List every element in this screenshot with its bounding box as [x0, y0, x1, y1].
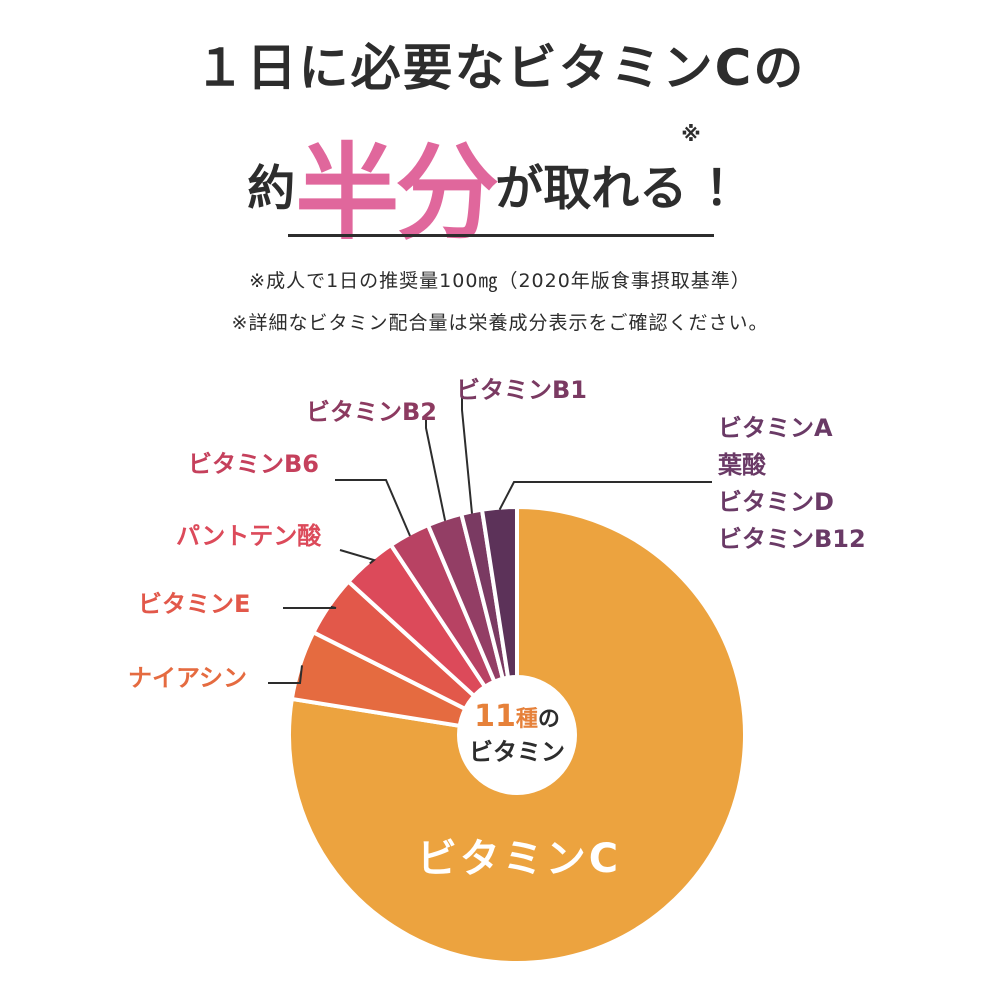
leader-line-3: [283, 605, 337, 609]
slice-label-2: ナイアシン: [128, 664, 248, 692]
slice-label-8: ビタミンA 葉酸ビタミンD ビタミンB12: [718, 410, 866, 558]
headline-suffix: が取れる: [495, 160, 688, 217]
leader-line-8: [498, 481, 712, 511]
headline-prefix: 約: [247, 160, 296, 217]
center-hole: [457, 675, 577, 795]
leader-line-6: [425, 414, 447, 521]
slice-label-line-4: ビタミンB12: [718, 525, 866, 553]
center-label-word: ビタミン: [469, 738, 565, 766]
pie-slice-1: [287, 505, 747, 965]
headline-exclamation: ！: [704, 160, 753, 217]
headline-emphasis: 半分: [295, 132, 499, 254]
headline-line2: 約半分が取れる ※！: [0, 108, 1000, 259]
slice-label-7: ビタミンB1: [456, 376, 587, 404]
slice-label-6: ビタミンB2: [306, 398, 437, 426]
leader-line-5: [335, 479, 411, 537]
center-label-count: 11種の: [474, 699, 560, 734]
headline-line1: １日に必要なビタミンCの: [194, 39, 806, 97]
slice-label-4: パントテン酸: [176, 522, 322, 550]
slice-label-3: ビタミンE: [138, 590, 251, 618]
slice-label-vitamin-c: ビタミンC: [417, 836, 621, 882]
leader-line-2: [268, 665, 303, 684]
leader-line-7: [461, 396, 473, 514]
footnote-recommended-intake: ※成人で1日の推奨量100㎎（2020年版食事摂取基準）: [249, 270, 751, 292]
leader-line-4: [339, 549, 377, 565]
headline-divider: [288, 234, 714, 237]
slice-label-line-1: ビタミンA: [718, 414, 833, 442]
slice-label-5: ビタミンB6: [188, 450, 319, 478]
footnote-nutrition-label: ※詳細なビタミン配合量は栄養成分表示をご確認ください。: [231, 312, 769, 334]
slice-label-line-3: ビタミンD: [718, 488, 834, 516]
footnote-mark: ※: [681, 122, 701, 146]
slice-label-line-2: 葉酸: [718, 451, 766, 479]
